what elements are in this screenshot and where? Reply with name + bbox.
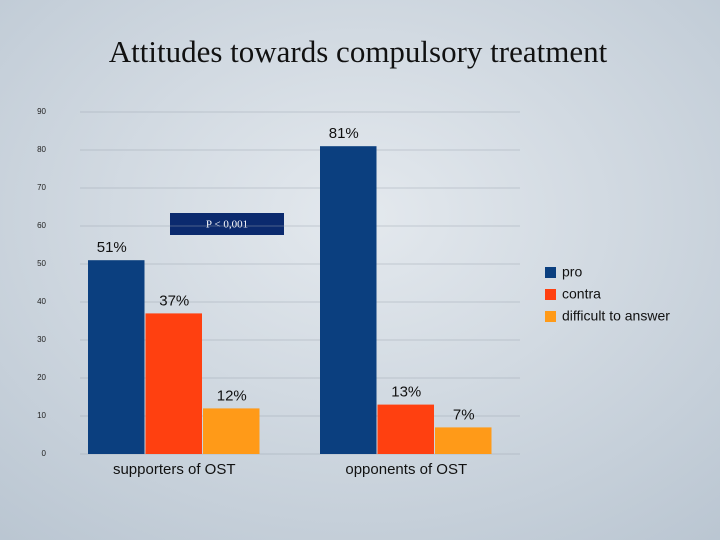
legend-swatch (545, 267, 556, 278)
annotation: P < 0,001 (206, 219, 248, 231)
data-label: 81% (329, 125, 359, 142)
bar (203, 408, 260, 454)
x-tick-label: supporters of OST (113, 461, 236, 478)
bar (435, 427, 492, 454)
y-tick-label: 60 (37, 221, 46, 230)
legend-swatch (545, 289, 556, 300)
data-label: 7% (453, 406, 475, 423)
y-tick-label: 40 (37, 297, 46, 306)
legend-swatch (545, 311, 556, 322)
y-tick-label: 0 (42, 449, 47, 458)
y-tick-label: 30 (37, 335, 46, 344)
annotation-box (170, 213, 284, 235)
bar (145, 313, 202, 454)
bar (320, 146, 377, 454)
x-tick-label: opponents of OST (345, 461, 467, 478)
y-tick-label: 70 (37, 183, 46, 192)
data-label: 37% (159, 292, 189, 309)
y-tick-label: 20 (37, 373, 46, 382)
chart-title: Attitudes towards compulsory treatment (109, 34, 608, 69)
legend-label: pro (562, 264, 582, 280)
y-tick-label: 90 (37, 107, 46, 116)
y-tick-label: 10 (37, 411, 46, 420)
data-label: 13% (391, 384, 421, 401)
data-label: 12% (217, 387, 247, 404)
legend-label: difficult to answer (562, 308, 670, 324)
legend-label: contra (562, 286, 601, 302)
data-label: 51% (97, 239, 127, 256)
bar (88, 260, 145, 454)
y-tick-label: 50 (37, 259, 46, 268)
bar (377, 404, 434, 454)
y-tick-label: 80 (37, 145, 46, 154)
